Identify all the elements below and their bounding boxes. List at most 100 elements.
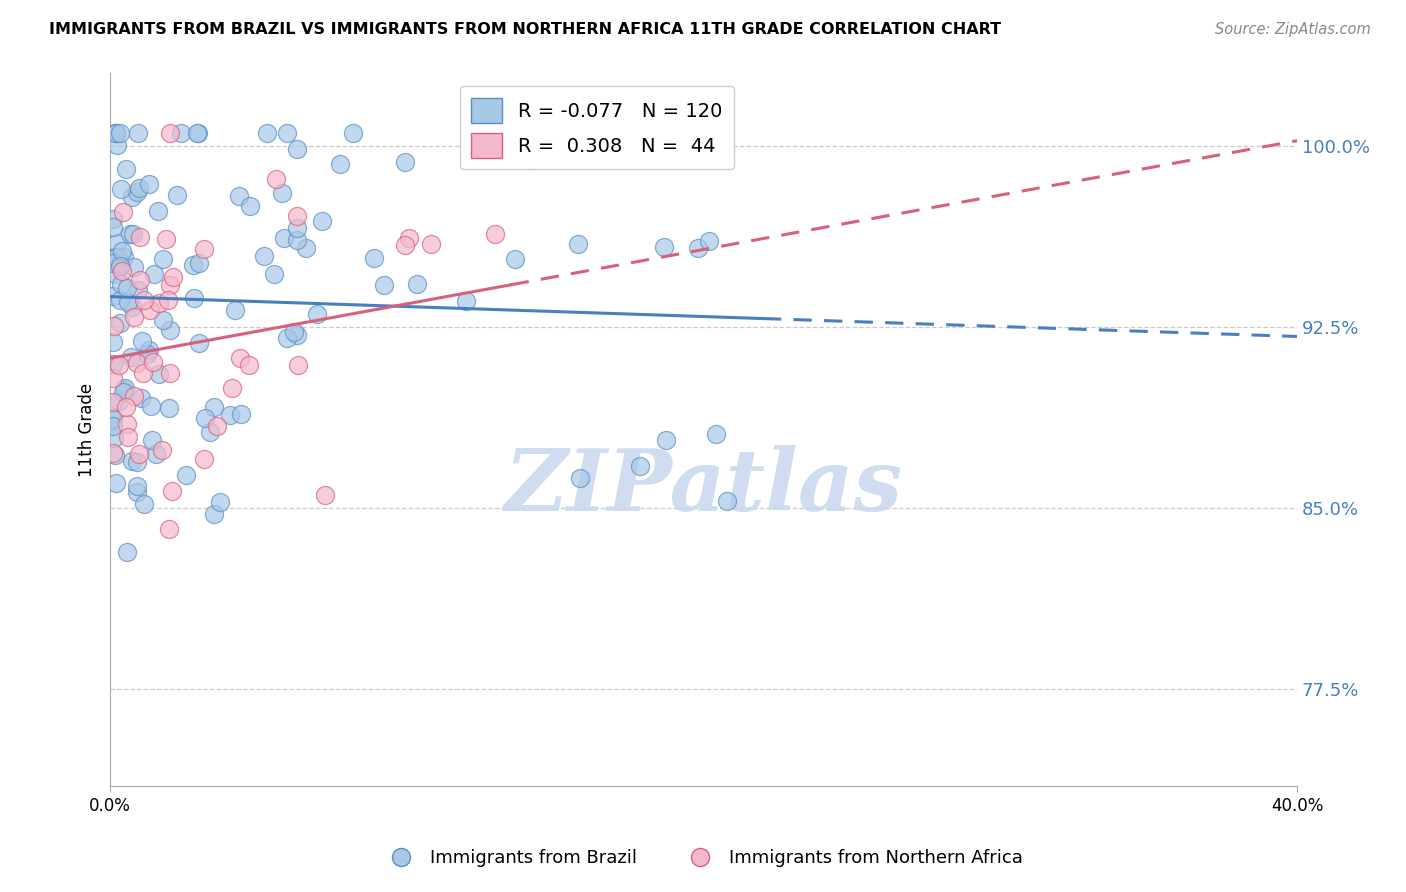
Text: IMMIGRANTS FROM BRAZIL VS IMMIGRANTS FROM NORTHERN AFRICA 11TH GRADE CORRELATION: IMMIGRANTS FROM BRAZIL VS IMMIGRANTS FRO…	[49, 22, 1001, 37]
Point	[111, 244, 134, 258]
Point	[101, 412, 124, 426]
Point	[187, 127, 209, 141]
Point	[101, 211, 124, 226]
Point	[101, 335, 124, 350]
Point	[183, 291, 205, 305]
Point	[188, 336, 211, 351]
Point	[101, 289, 124, 303]
Legend: Immigrants from Brazil, Immigrants from Northern Africa: Immigrants from Brazil, Immigrants from …	[375, 842, 1031, 874]
Point	[105, 250, 128, 264]
Point	[105, 267, 128, 281]
Point	[134, 497, 156, 511]
Point	[101, 419, 124, 434]
Point	[121, 300, 143, 314]
Point	[231, 407, 253, 421]
Point	[159, 323, 181, 337]
Point	[174, 467, 197, 482]
Point	[103, 431, 125, 445]
Point	[127, 485, 149, 500]
Point	[419, 237, 441, 252]
Point	[105, 137, 128, 152]
Point	[117, 281, 139, 295]
Point	[103, 357, 125, 371]
Point	[454, 293, 477, 308]
Point	[716, 493, 738, 508]
Point	[183, 258, 205, 272]
Point	[142, 355, 165, 369]
Point	[193, 451, 215, 466]
Point	[568, 471, 591, 485]
Point	[115, 417, 138, 432]
Point	[104, 476, 127, 491]
Point	[131, 334, 153, 348]
Point	[115, 400, 138, 414]
Point	[112, 250, 135, 264]
Point	[219, 408, 242, 422]
Point	[132, 293, 155, 307]
Point	[122, 227, 145, 242]
Point	[266, 171, 288, 186]
Point	[162, 484, 184, 499]
Point	[224, 303, 246, 318]
Point	[704, 427, 727, 442]
Point	[108, 127, 131, 141]
Point	[103, 318, 125, 333]
Point	[107, 359, 129, 373]
Point	[139, 400, 162, 414]
Point	[101, 256, 124, 270]
Point	[104, 251, 127, 265]
Point	[688, 241, 710, 255]
Legend: R = -0.077   N = 120, R =  0.308   N =  44: R = -0.077 N = 120, R = 0.308 N = 44	[460, 87, 734, 169]
Point	[127, 283, 149, 297]
Point	[148, 295, 170, 310]
Point	[394, 237, 416, 252]
Text: ZIPatlas: ZIPatlas	[505, 445, 903, 528]
Point	[697, 234, 720, 248]
Point	[187, 256, 209, 270]
Point	[110, 182, 132, 196]
Point	[156, 293, 179, 308]
Point	[108, 259, 131, 273]
Point	[363, 251, 385, 265]
Point	[128, 447, 150, 461]
Point	[127, 455, 149, 469]
Point	[342, 127, 364, 141]
Point	[143, 267, 166, 281]
Point	[406, 277, 429, 291]
Point	[132, 367, 155, 381]
Point	[307, 307, 329, 321]
Point	[157, 522, 180, 536]
Point	[209, 494, 232, 508]
Point	[114, 380, 136, 394]
Point	[159, 367, 181, 381]
Point	[115, 162, 138, 177]
Point	[271, 186, 294, 200]
Point	[115, 545, 138, 559]
Point	[104, 255, 127, 269]
Point	[105, 236, 128, 251]
Point	[101, 371, 124, 385]
Point	[120, 350, 142, 364]
Point	[295, 241, 318, 255]
Point	[101, 410, 124, 425]
Point	[159, 127, 181, 141]
Point	[155, 232, 177, 246]
Point	[398, 231, 420, 245]
Point	[139, 303, 162, 318]
Point	[125, 186, 148, 200]
Point	[152, 252, 174, 267]
Point	[193, 242, 215, 256]
Point	[110, 277, 132, 291]
Point	[111, 263, 134, 277]
Point	[285, 328, 308, 343]
Point	[285, 233, 308, 247]
Point	[101, 220, 124, 235]
Point	[276, 331, 298, 345]
Point	[101, 445, 124, 459]
Point	[484, 227, 506, 241]
Point	[652, 240, 675, 254]
Point	[239, 199, 262, 213]
Point	[162, 270, 184, 285]
Point	[121, 454, 143, 468]
Point	[101, 395, 124, 409]
